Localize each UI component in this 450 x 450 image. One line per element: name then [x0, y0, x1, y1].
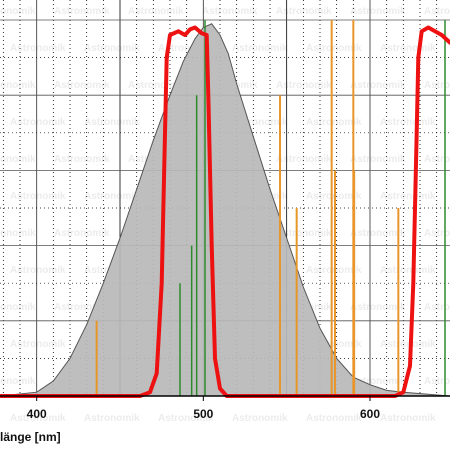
watermark-text-77: Astronomik — [10, 413, 66, 424]
watermark-text-54: Astronomik — [380, 265, 436, 276]
watermark-text-43: Astronomik — [54, 228, 110, 239]
filter-transmission-curve — [0, 25, 450, 398]
watermark-text-56: Astronomik — [0, 302, 36, 313]
watermark-text-26: Astronomik — [380, 117, 436, 128]
watermark-text-82: Astronomik — [380, 413, 436, 424]
x-tick-label-500: 500 — [193, 407, 213, 421]
watermark-text-42: Astronomik — [0, 228, 36, 239]
watermark-text-34: Astronomik — [424, 154, 450, 165]
watermark-text-49: Astronomik — [10, 265, 66, 276]
watermark-text-22: Astronomik — [84, 117, 140, 128]
watermark-text-40: Astronomik — [380, 191, 436, 202]
watermark-text-14: Astronomik — [0, 80, 36, 91]
x-tick-label-600: 600 — [360, 407, 380, 421]
watermark-text-21: Astronomik — [10, 117, 66, 128]
x-tick-label-400: 400 — [27, 407, 47, 421]
watermark-text-61: Astronomik — [350, 302, 406, 313]
watermark-text-29: Astronomik — [54, 154, 110, 165]
watermark-text-10: Astronomik — [232, 43, 288, 54]
watermark-text-33: Astronomik — [350, 154, 406, 165]
watermark-text-20: Astronomik — [424, 80, 450, 91]
watermark-text-5: Astronomik — [350, 6, 406, 17]
watermark-text-16: Astronomik — [128, 80, 184, 91]
watermark-text-3: Astronomik — [202, 6, 258, 17]
sensitivity-area-layer — [0, 23, 450, 397]
watermark-text-35: Astronomik — [10, 191, 66, 202]
emission-lines-layer — [95, 20, 446, 396]
watermark-text-48: Astronomik — [424, 228, 450, 239]
watermark-text-1: Astronomik — [54, 6, 110, 17]
watermark-text-25: Astronomik — [306, 117, 362, 128]
watermark-text-80: Astronomik — [232, 413, 288, 424]
watermark-text-28: Astronomik — [0, 154, 36, 165]
watermark-text-0: Astronomik — [0, 6, 36, 17]
watermark-text-9: Astronomik — [158, 43, 214, 54]
watermark-text-62: Astronomik — [424, 302, 450, 313]
watermark-text-57: Astronomik — [54, 302, 110, 313]
watermark-text-75: Astronomik — [350, 376, 406, 387]
watermark-text-79: Astronomik — [158, 413, 214, 424]
watermark-text-24: Astronomik — [232, 117, 288, 128]
watermark-text-68: Astronomik — [380, 339, 436, 350]
watermark-text-6: Astronomik — [424, 6, 450, 17]
watermark-text-7: Astronomik — [10, 43, 66, 54]
watermark-text-36: Astronomik — [84, 191, 140, 202]
watermark-text-18: Astronomik — [276, 80, 332, 91]
watermark-text-47: Astronomik — [350, 228, 406, 239]
watermark-text-19: Astronomik — [350, 80, 406, 91]
watermark-text-81: Astronomik — [306, 413, 362, 424]
watermark-text-11: Astronomik — [306, 43, 362, 54]
sensitivity-area — [0, 23, 450, 397]
watermark-text-46: Astronomik — [276, 228, 332, 239]
watermark-text-32: Astronomik — [276, 154, 332, 165]
watermark-text-12: Astronomik — [380, 43, 436, 54]
watermark-text-8: Astronomik — [84, 43, 140, 54]
watermark-text-76: Astronomik — [424, 376, 450, 387]
x-tick-layer: 400 500 600 — [27, 396, 380, 421]
x-axis-title: länge [nm] — [0, 430, 61, 444]
watermark-text-4: Astronomik — [276, 6, 332, 17]
watermark-text-70: Astronomik — [0, 376, 36, 387]
filter-curve-layer — [0, 25, 450, 398]
watermark-text-2: Astronomik — [128, 6, 184, 17]
watermark-text-78: Astronomik — [84, 413, 140, 424]
watermark-text-63: Astronomik — [10, 339, 66, 350]
watermark-text-15: Astronomik — [54, 80, 110, 91]
